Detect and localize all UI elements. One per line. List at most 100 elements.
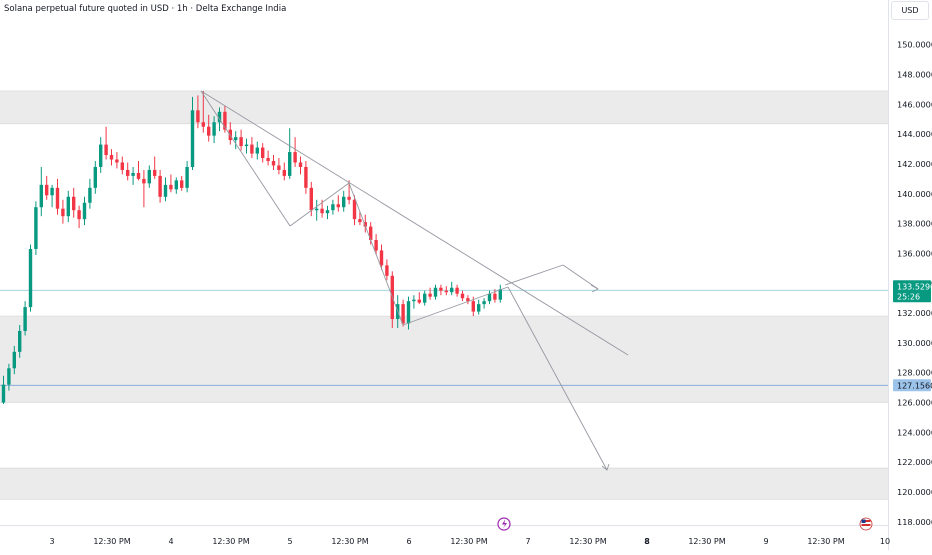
candle-body: [147, 169, 151, 184]
y-tick-label: 128.0000: [897, 368, 932, 378]
candle-body: [455, 287, 459, 294]
candle-body: [412, 299, 416, 302]
last-price-badge: [893, 280, 931, 303]
x-tick-label: 9: [763, 537, 768, 546]
y-tick-label: 150.0000: [897, 40, 932, 50]
candle-body: [374, 240, 378, 251]
zone-rect: [0, 468, 888, 500]
level-price-label: 127.1560: [897, 381, 932, 390]
y-tick-label: 120.0000: [897, 487, 932, 497]
candle-body: [369, 226, 373, 241]
x-tick-label: 12:30 PM: [688, 537, 725, 546]
candle-body: [261, 147, 265, 159]
candle-body: [417, 299, 421, 303]
level-price-badge: [893, 379, 931, 392]
arrow-head: [590, 284, 599, 293]
x-tick-label: 7: [525, 537, 530, 546]
y-tick-label: 140.0000: [897, 189, 932, 199]
last-price-label: 133.5290: [897, 282, 932, 291]
candle-body: [493, 293, 497, 300]
x-tick-label: 6: [406, 537, 411, 546]
y-tick-label: 126.0000: [897, 398, 932, 408]
candle-body: [131, 172, 135, 176]
zigzag-leg: [200, 90, 291, 227]
candle-body: [185, 166, 189, 188]
arrow-head: [601, 463, 610, 471]
candle-body: [115, 159, 119, 163]
candle-body: [266, 158, 270, 161]
candle-body: [282, 169, 286, 176]
candle-body: [325, 210, 330, 214]
wedge-line: [402, 286, 509, 326]
candle-body: [498, 289, 502, 300]
candle-body: [109, 155, 114, 160]
candle-body: [23, 307, 27, 331]
x-tick-label: 8: [644, 537, 650, 546]
candle-body: [487, 293, 492, 302]
y-tick-label: 122.0000: [897, 457, 932, 467]
projection-line: [504, 264, 564, 286]
candle-body: [460, 293, 465, 299]
x-tick-label: 3: [49, 537, 54, 546]
candle-body: [293, 152, 297, 163]
x-tick-label: 12:30 PM: [93, 537, 130, 546]
candle-body: [77, 210, 81, 220]
candle-body: [201, 122, 205, 127]
zigzag-leg: [348, 182, 404, 326]
candle-body: [93, 166, 97, 188]
candle-body: [352, 199, 357, 220]
y-tick-label: 136.0000: [897, 248, 932, 258]
candle-body: [72, 196, 76, 211]
y-tick-label: 132.0000: [897, 308, 932, 318]
candle-body: [207, 126, 211, 136]
candle-body: [99, 144, 103, 167]
candle-body: [466, 298, 470, 302]
candle-body: [45, 184, 49, 196]
y-tick-label: 124.0000: [897, 427, 932, 437]
candle-body: [174, 180, 178, 190]
candle-body: [482, 301, 486, 305]
projection-line: [562, 264, 599, 290]
x-tick-label: 10: [880, 537, 890, 546]
candle-body: [196, 110, 200, 123]
y-tick-label: 118.0000: [897, 517, 932, 527]
lightning-icon: [502, 519, 507, 529]
candle-body: [439, 287, 443, 291]
candle-body: [363, 222, 367, 227]
candle-body: [379, 250, 384, 266]
candle-body: [190, 110, 195, 167]
candle-body: [250, 144, 254, 154]
flag-stripe: [861, 524, 871, 526]
candle-body: [223, 111, 227, 130]
candle-body: [444, 290, 448, 293]
candle-body: [120, 162, 124, 170]
flag-canton: [861, 519, 866, 523]
candle-body: [212, 122, 216, 136]
candle-body: [18, 330, 22, 352]
x-tick-label: 12:30 PM: [569, 537, 606, 546]
candle-body: [50, 187, 54, 196]
candle-body: [255, 147, 259, 154]
candle-body: [331, 204, 335, 211]
trendline-descending: [200, 90, 629, 356]
candle-body: [347, 196, 351, 200]
candle-body: [288, 152, 292, 176]
candle-body: [82, 202, 87, 220]
candle-body: [271, 160, 276, 166]
candle-body: [7, 368, 11, 385]
currency-button[interactable]: USD: [891, 1, 929, 20]
candle-body: [66, 196, 70, 217]
y-tick-label: 146.0000: [897, 99, 932, 109]
candle-body: [180, 180, 184, 188]
x-tick-label: 5: [287, 537, 292, 546]
zone-rect: [0, 316, 888, 403]
candle-body: [39, 184, 43, 208]
candle-body: [304, 166, 308, 188]
candle-body: [153, 169, 157, 176]
candle-body: [401, 304, 405, 324]
candle-body: [234, 137, 238, 141]
candle-body: [55, 187, 60, 209]
y-tick-label: 138.0000: [897, 219, 932, 229]
